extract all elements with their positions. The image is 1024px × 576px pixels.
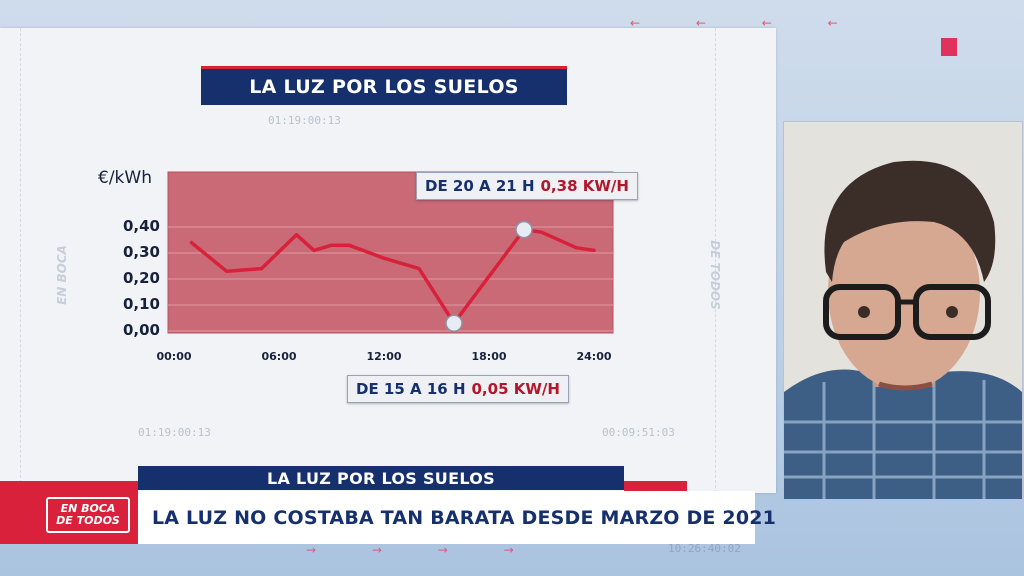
highlight-point-marker <box>445 314 463 332</box>
decor-pink-square <box>941 38 957 56</box>
decor-arrows-bottom: → → → → <box>306 543 540 557</box>
data-point <box>295 233 298 237</box>
lower-third-headline: LA LUZ NO COSTABA TAN BARATA DESDE MARZO… <box>138 491 776 544</box>
y-tick-label: 0,20 <box>122 269 160 287</box>
callout-min: DE 15 A 16 H 0,05 KW/H <box>347 375 569 403</box>
chart-title: LA LUZ POR LOS SUELOS <box>201 66 567 105</box>
callout-min-prefix: DE 15 A 16 H <box>356 380 466 398</box>
highlight-point-marker <box>515 220 533 239</box>
panel-timecode: 00:09:51:03 <box>602 426 675 439</box>
y-tick-label: 0,40 <box>122 217 160 235</box>
x-tick-label: 18:00 <box>471 350 507 363</box>
x-tick-label: 06:00 <box>261 350 297 363</box>
panel-timecode: 01:19:00:13 <box>138 426 211 439</box>
callout-max-value: 0,38 KW/H <box>540 177 629 195</box>
decor-arrows-top: ← ← ← ← <box>630 16 864 30</box>
x-tick-label: 24:00 <box>576 350 612 363</box>
data-point <box>190 241 193 245</box>
panel-guide-line <box>715 28 716 493</box>
data-point <box>575 246 578 250</box>
data-point <box>540 230 543 234</box>
panel-guide-line <box>20 28 21 493</box>
lower-third-red-accent <box>624 481 687 491</box>
program-logo: EN BOCA DE TODOS <box>46 497 130 533</box>
data-point <box>225 269 228 273</box>
data-point <box>260 267 263 271</box>
person-webcam-icon <box>784 122 1022 499</box>
y-axis-unit-label: €/kWh <box>98 168 152 188</box>
y-tick-label: 0,00 <box>122 321 160 339</box>
y-tick-label: 0,10 <box>122 295 160 313</box>
x-tick-label: 12:00 <box>366 350 402 363</box>
price-series-line <box>189 227 596 325</box>
data-point <box>592 248 596 252</box>
data-point <box>330 243 333 247</box>
callout-min-value: 0,05 KW/H <box>471 380 560 398</box>
data-point <box>417 267 421 271</box>
callout-max-prefix: DE 20 A 21 H <box>425 177 535 195</box>
data-point <box>347 243 351 247</box>
x-tick-label: 00:00 <box>156 350 192 363</box>
logo-line-1: EN BOCA <box>60 502 116 515</box>
logo-line-2: DE TODOS <box>56 514 120 527</box>
y-tick-label: 0,30 <box>122 243 160 261</box>
webcam-feed <box>783 121 1023 500</box>
data-point <box>382 256 386 260</box>
decor-timecode: 10:26:40:02 <box>668 542 741 555</box>
data-point <box>312 248 316 252</box>
lower-third-subtitle: LA LUZ POR LOS SUELOS <box>138 466 624 490</box>
lower-third-red-bar <box>0 481 138 544</box>
callout-max: DE 20 A 21 H 0,38 KW/H <box>416 172 638 200</box>
panel-timecode: 01:19:00:13 <box>268 114 341 127</box>
